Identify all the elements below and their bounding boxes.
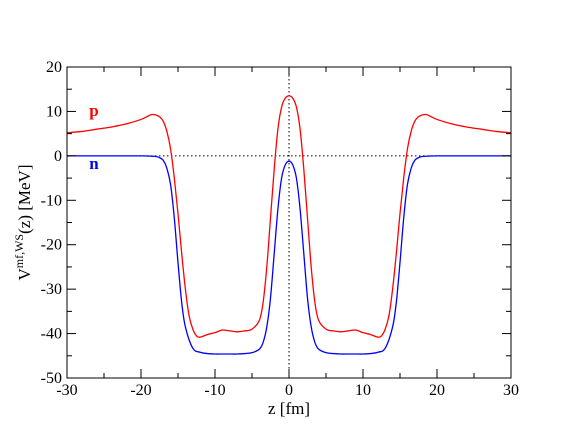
y-axis-label-main: V bbox=[15, 268, 34, 281]
series-line-n bbox=[67, 155, 511, 355]
series-line-p bbox=[66, 95, 512, 338]
y-tick-label: -50 bbox=[41, 370, 62, 387]
series-label-n: n bbox=[89, 154, 99, 173]
y-tick-label: -30 bbox=[41, 281, 62, 298]
y-tick-label: 20 bbox=[46, 59, 62, 76]
x-axis-ticks: -30 -20 -10 0 10 20 30 bbox=[56, 67, 519, 399]
y-axis-label: Vmf,WS(z) [MeV] bbox=[12, 164, 34, 280]
y-tick-label: 0 bbox=[54, 148, 62, 165]
series-layer bbox=[66, 95, 512, 355]
y-tick-label: -20 bbox=[41, 237, 62, 254]
x-tick-label: 30 bbox=[503, 382, 519, 399]
x-tick-label: 20 bbox=[429, 382, 445, 399]
series-labels: pn bbox=[89, 101, 99, 173]
x-axis-label: z [fm] bbox=[268, 399, 310, 418]
series-label-p: p bbox=[89, 101, 98, 120]
x-tick-label: -20 bbox=[130, 382, 151, 399]
y-tick-label: -40 bbox=[41, 326, 62, 343]
y-axis-ticks: 20 10 0 -10 -20 -30 -40 -50 bbox=[41, 59, 511, 387]
x-tick-label: 0 bbox=[285, 382, 293, 399]
x-tick-label: 10 bbox=[355, 382, 371, 399]
y-axis-label-superscript: mf,WS bbox=[12, 234, 26, 268]
y-tick-label: -10 bbox=[41, 192, 62, 209]
y-axis-label-tail: (z) [MeV] bbox=[15, 164, 34, 233]
x-tick-label: -10 bbox=[204, 382, 225, 399]
y-tick-label: 10 bbox=[46, 103, 62, 120]
x-tick-label: -30 bbox=[56, 382, 77, 399]
